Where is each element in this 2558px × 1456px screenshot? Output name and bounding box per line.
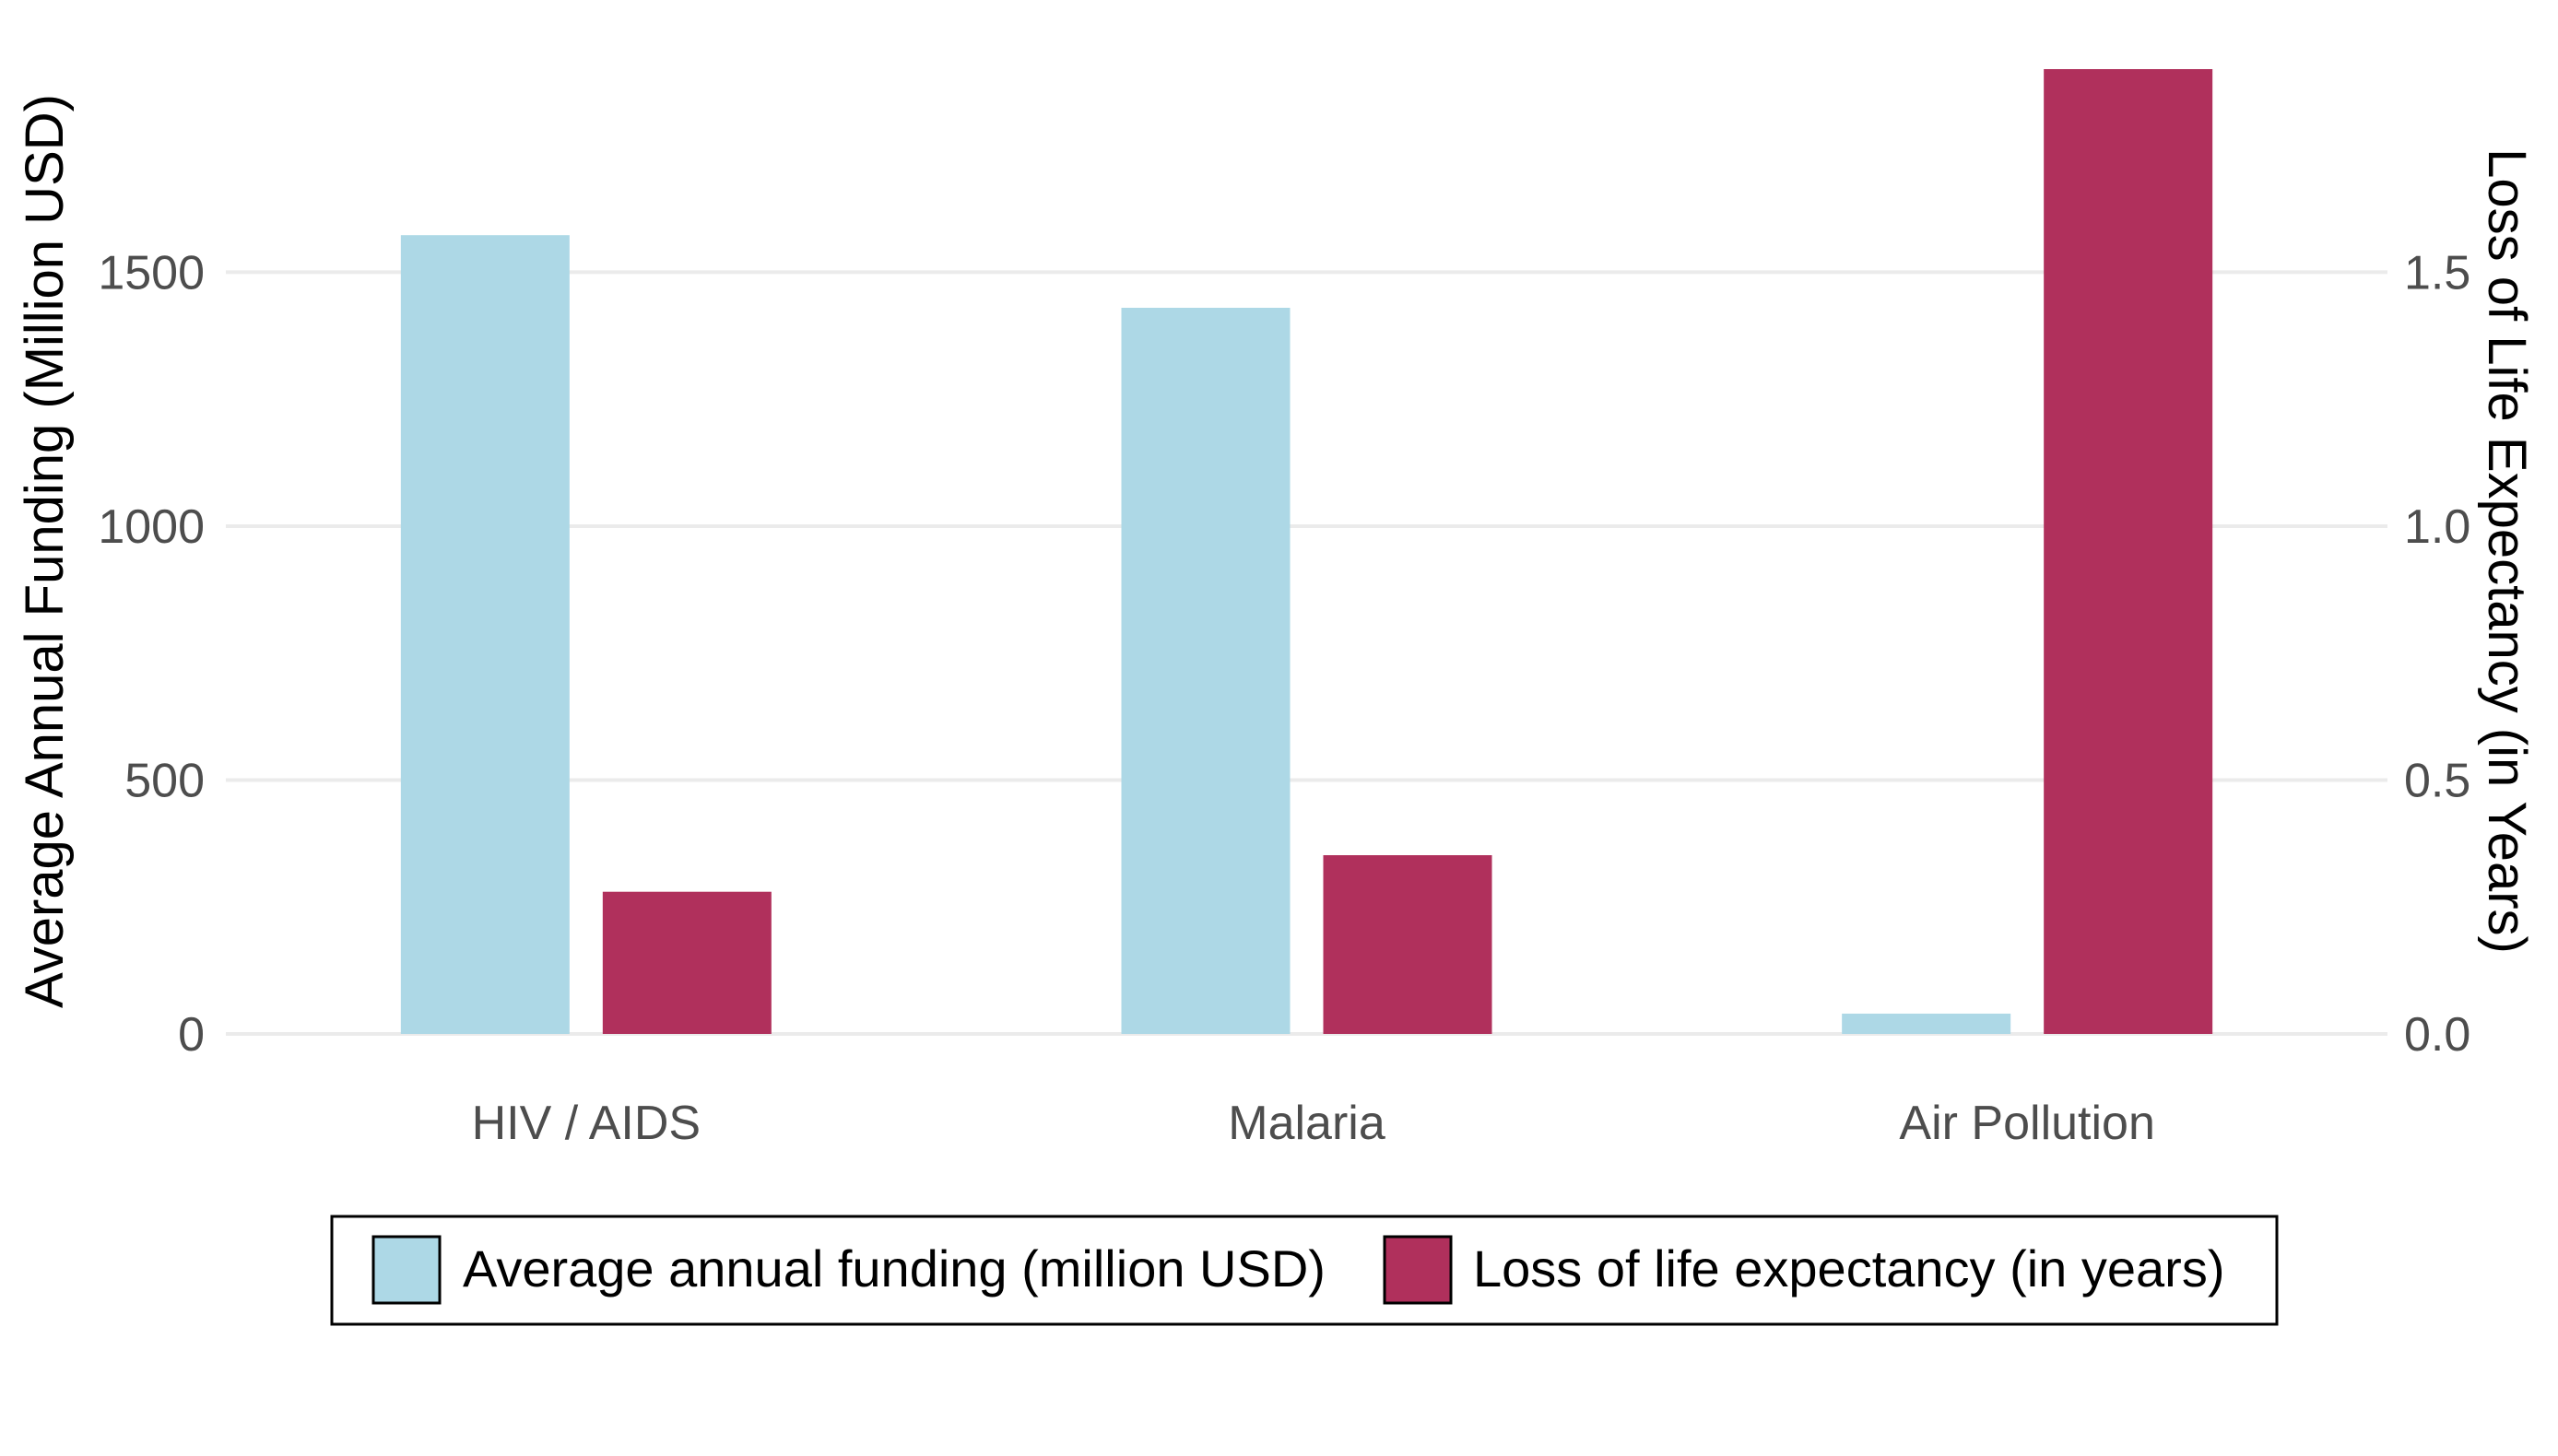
legend-key-funding [371,1235,442,1305]
right-axis-ticks: 0.0 0.5 1.0 1.5 [2404,246,2470,1062]
right-axis-title: Loss of Life Expectancy (in Years) [2477,148,2537,954]
x-tick-label-2: Air Pollution [1899,1097,2154,1150]
legend-box [330,1215,2279,1326]
bar-life-expectancy-2 [2044,69,2213,1034]
legend-label-funding: Average annual funding (million USD) [463,1239,1326,1297]
legend-key-life-expectancy [1383,1235,1453,1305]
x-tick-label-0: HIV / AIDS [472,1097,701,1150]
bar-funding-1 [1121,307,1291,1034]
x-axis-ticks: HIV / AIDS Malaria Air Pollution [472,1097,2155,1150]
bar-funding-0 [400,235,570,1034]
left-tick-label-1: 500 [124,754,205,807]
right-tick-label-2: 1.0 [2404,500,2470,554]
bar-funding-2 [1842,1013,2011,1034]
x-tick-label-1: Malaria [1228,1097,1385,1150]
bar-life-expectancy-1 [1323,855,1492,1034]
legend-label-life-expectancy: Loss of life expectancy (in years) [1473,1239,2224,1297]
bar-life-expectancy-0 [602,891,772,1034]
left-tick-label-0: 0 [178,1008,205,1062]
left-tick-label-2: 1000 [98,500,205,554]
gridlines [226,270,2387,1036]
left-axis-ticks: 0 500 1000 1500 [98,246,205,1062]
left-axis-title: Average Annual Funding (Million USD) [15,94,75,1008]
left-tick-label-3: 1500 [98,246,205,299]
legend: Average annual funding (million USD) Los… [330,1215,2279,1326]
right-tick-label-3: 1.5 [2404,246,2470,299]
bars [400,69,2213,1034]
right-tick-label-1: 0.5 [2404,754,2470,807]
right-tick-label-0: 0.0 [2404,1008,2470,1062]
